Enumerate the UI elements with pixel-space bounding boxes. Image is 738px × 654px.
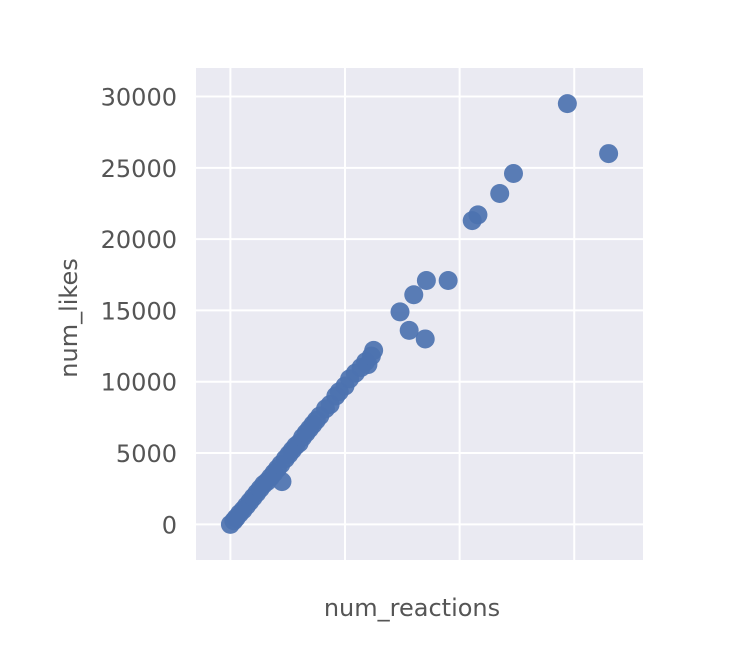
data-point bbox=[404, 285, 424, 305]
data-point bbox=[599, 144, 619, 164]
y-tick-labels: 0 5000 10000 15000 20000 25000 30000 bbox=[101, 84, 177, 540]
data-point bbox=[390, 302, 410, 322]
y-tick-label: 30000 bbox=[101, 84, 177, 112]
data-point bbox=[557, 94, 577, 114]
data-point bbox=[399, 320, 419, 340]
data-point bbox=[415, 329, 435, 349]
data-point bbox=[468, 205, 488, 225]
y-tick-label: 0 bbox=[162, 511, 177, 539]
data-point bbox=[364, 340, 384, 360]
data-point bbox=[416, 270, 436, 290]
data-points bbox=[220, 94, 619, 534]
y-axis-label: num_likes bbox=[55, 258, 83, 377]
y-tick-label: 20000 bbox=[101, 226, 177, 254]
y-tick-label: 10000 bbox=[101, 369, 177, 397]
data-point bbox=[272, 472, 292, 492]
y-tick-label: 15000 bbox=[101, 297, 177, 325]
data-point bbox=[438, 270, 458, 290]
y-tick-label: 25000 bbox=[101, 155, 177, 183]
data-point bbox=[503, 164, 523, 184]
y-tick-label: 5000 bbox=[116, 440, 177, 468]
x-axis-label: num_reactions bbox=[324, 594, 500, 622]
data-point bbox=[490, 183, 510, 203]
